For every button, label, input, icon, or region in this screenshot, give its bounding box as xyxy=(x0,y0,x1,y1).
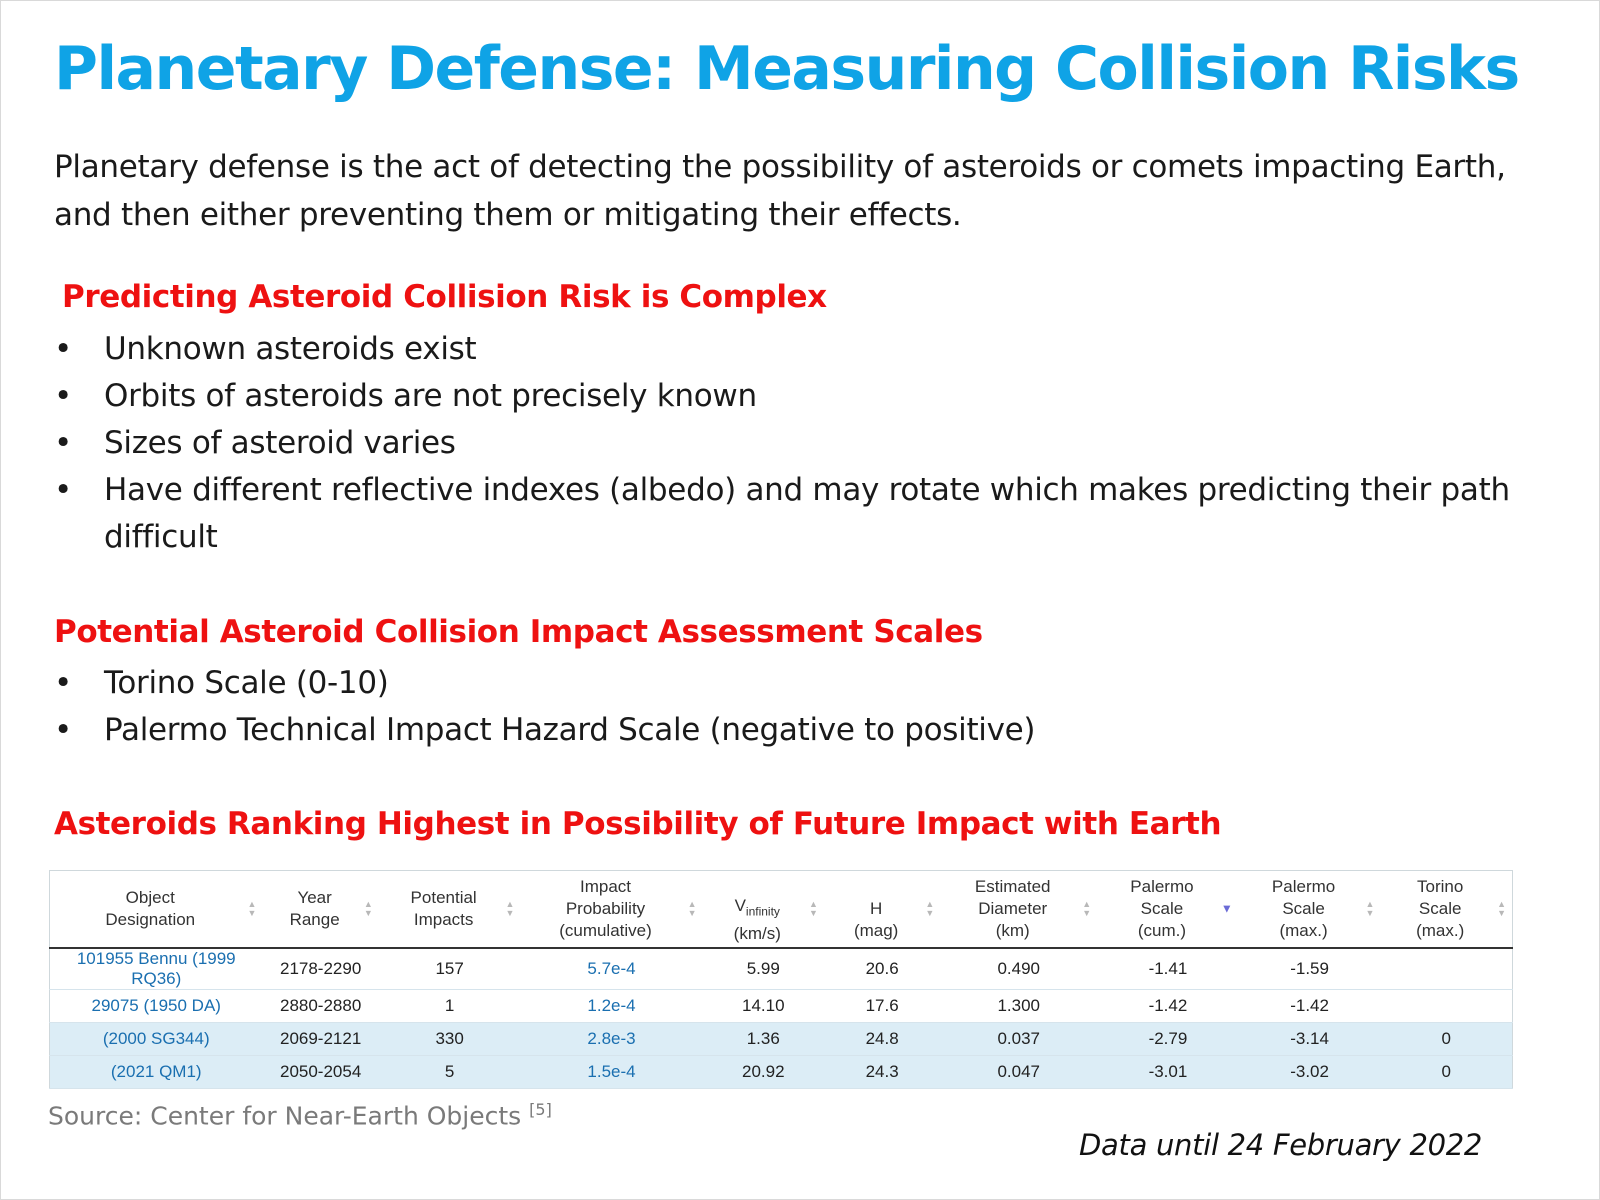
table-row: 101955 Bennu (1999 RQ36) 2178-2290 157 5… xyxy=(49,948,1513,990)
bullet-item: • Orbits of asteroids are not precisely k… xyxy=(54,373,1564,420)
asteroid-risk-table: Object Designation ▲ ▼ Year Range ▲ ▼ Potent… xyxy=(49,870,1513,1089)
bullet-dot-icon: • xyxy=(54,472,72,508)
table-cell xyxy=(1380,948,1513,990)
table-cell: 17.6 xyxy=(823,989,941,1023)
bullet-dot-icon: • xyxy=(54,425,72,461)
bullet-text: Palermo Technical Impact Hazard Scale (n… xyxy=(104,712,1036,748)
bullet-item: • Have different reflective indexes (albe… xyxy=(54,467,1564,561)
sort-descending-icon[interactable]: ▼ xyxy=(1220,901,1233,916)
table-row: 29075 (1950 DA) 2880-2880 1 1.2e-4 14.10… xyxy=(49,989,1513,1023)
bullet-item: • Sizes of asteroid varies xyxy=(54,420,1564,467)
bullet-item: • Palermo Technical Impact Hazard Scale (… xyxy=(54,707,1564,754)
table-cell: 157 xyxy=(378,948,521,990)
table-cell: 14.10 xyxy=(702,989,824,1023)
table-cell: 2069-2121 xyxy=(262,1022,379,1056)
table-cell: 0.490 xyxy=(940,948,1098,990)
table-cell: 1.36 xyxy=(702,1022,824,1056)
table-cell: -1.42 xyxy=(1238,989,1381,1023)
sort-arrows-icon[interactable]: ▲ ▼ xyxy=(809,899,818,918)
table-cell: 0 xyxy=(1380,1022,1513,1056)
bullet-dot-icon: • xyxy=(54,712,72,748)
bullet-dot-icon: • xyxy=(54,331,72,367)
impact-probability-link[interactable]: 1.5e-4 xyxy=(520,1055,703,1089)
column-header-estimated-diameter[interactable]: Estimated Diameter (km) ▲ ▼ xyxy=(940,870,1098,949)
bullet-text: Torino Scale (0-10) xyxy=(104,665,389,701)
intro-paragraph: Planetary defense is the act of detectin… xyxy=(54,149,1506,233)
object-designation-link[interactable]: (2000 SG344) xyxy=(49,1022,263,1056)
section-heading-ranking: Asteroids Ranking Highest in Possibility… xyxy=(54,806,1222,842)
table-cell: 0.037 xyxy=(940,1022,1098,1056)
source-text: Source: Center for Near-Earth Objects xyxy=(48,1101,522,1131)
object-designation-link[interactable]: (2021 QM1) xyxy=(49,1055,263,1089)
table-cell: 0.047 xyxy=(940,1055,1098,1089)
object-designation-link[interactable]: 101955 Bennu (1999 RQ36) xyxy=(49,948,263,990)
table-cell: -3.14 xyxy=(1238,1022,1381,1056)
impact-probability-link[interactable]: 1.2e-4 xyxy=(520,989,703,1023)
sort-arrows-icon[interactable]: ▲ ▼ xyxy=(925,899,935,918)
object-designation-link[interactable]: 29075 (1950 DA) xyxy=(49,989,263,1023)
table-cell: 24.3 xyxy=(823,1055,941,1089)
table-row: (2021 QM1) 2050-2054 5 1.5e-4 20.92 24.3… xyxy=(49,1055,1513,1089)
bullet-dot-icon: • xyxy=(54,665,72,701)
table-cell: 20.6 xyxy=(823,948,941,990)
table-cell: 0 xyxy=(1380,1055,1513,1089)
table-cell: 5 xyxy=(378,1055,521,1089)
sort-arrows-icon[interactable]: ▲ ▼ xyxy=(1497,899,1506,918)
column-header-palermo-cum[interactable]: Palermo Scale (cum.) ▼ xyxy=(1097,870,1239,949)
sort-arrows-icon[interactable]: ▲ ▼ xyxy=(1082,899,1092,918)
table-cell: 2880-2880 xyxy=(262,989,379,1023)
table-cell: 20.92 xyxy=(702,1055,824,1089)
complexity-bullet-list: • Unknown asteroids exist • Orbits of aste… xyxy=(54,326,1564,561)
column-header-h-mag[interactable]: H (mag) ▲ ▼ xyxy=(823,870,941,949)
bullet-text: Unknown asteroids exist xyxy=(104,331,477,367)
column-header-potential-impacts[interactable]: Potential Impacts ▲ ▼ xyxy=(378,870,521,949)
impact-probability-link[interactable]: 5.7e-4 xyxy=(520,948,703,990)
column-header-palermo-max[interactable]: Palermo Scale (max.) ▲ ▼ xyxy=(1238,870,1381,949)
column-header-year-range[interactable]: Year Range ▲ ▼ xyxy=(262,870,379,949)
bullet-item: • Unknown asteroids exist xyxy=(54,326,1564,373)
table-cell: 1 xyxy=(378,989,521,1023)
table-cell: -2.79 xyxy=(1097,1022,1239,1056)
source-reference[interactable]: [5] xyxy=(529,1100,552,1119)
sort-arrows-icon[interactable]: ▲ ▼ xyxy=(1365,899,1375,918)
impact-probability-link[interactable]: 2.8e-3 xyxy=(520,1022,703,1056)
table-cell xyxy=(1380,989,1513,1023)
sort-arrows-icon[interactable]: ▲ ▼ xyxy=(247,899,257,918)
slide-title: Planetary Defense: Measuring Collision R… xyxy=(54,34,1520,104)
table-cell: -1.41 xyxy=(1097,948,1239,990)
bullet-item: • Torino Scale (0-10) xyxy=(54,660,1564,707)
bullet-text: Have different reflective indexes (albed… xyxy=(104,472,1510,555)
table-cell: -3.01 xyxy=(1097,1055,1239,1089)
section-heading-scales: Potential Asteroid Collision Impact Asse… xyxy=(54,614,983,650)
column-header-torino-max[interactable]: Torino Scale (max.) ▲ ▼ xyxy=(1380,870,1513,949)
table-cell: 24.8 xyxy=(823,1022,941,1056)
bullet-text: Sizes of asteroid varies xyxy=(104,425,456,461)
section-heading-complexity: Predicting Asteroid Collision Risk is Co… xyxy=(62,279,827,315)
table-cell: 2050-2054 xyxy=(262,1055,379,1089)
table-cell: 5.99 xyxy=(702,948,824,990)
bullet-dot-icon: • xyxy=(54,378,72,414)
sort-arrows-icon[interactable]: ▲ ▼ xyxy=(505,899,515,918)
data-date-note: Data until 24 February 2022 xyxy=(1079,1128,1483,1162)
table-header-row: Object Designation ▲ ▼ Year Range ▲ ▼ Potent… xyxy=(49,870,1513,949)
table-cell: 2178-2290 xyxy=(262,948,379,990)
column-header-impact-probability[interactable]: Impact Probability (cumulative) ▲ ▼ xyxy=(520,870,703,949)
table-cell: -1.59 xyxy=(1238,948,1381,990)
table-row: (2000 SG344) 2069-2121 330 2.8e-3 1.36 2… xyxy=(49,1022,1513,1056)
sort-arrows-icon[interactable]: ▲ ▼ xyxy=(363,899,373,918)
source-citation: Source: Center for Near-Earth Objects [5… xyxy=(48,1100,552,1130)
bullet-text: Orbits of asteroids are not precisely kn… xyxy=(104,378,757,414)
table-cell: 1.300 xyxy=(940,989,1098,1023)
scales-bullet-list: • Torino Scale (0-10) • Palermo Technical … xyxy=(54,660,1564,754)
table-cell: 330 xyxy=(378,1022,521,1056)
table-cell: -3.02 xyxy=(1238,1055,1381,1089)
column-header-v-infinity[interactable]: Vinfinity (km/s) ▲ ▼ xyxy=(702,870,824,949)
table-cell: -1.42 xyxy=(1097,989,1239,1023)
sort-arrows-icon[interactable]: ▲ ▼ xyxy=(687,899,697,918)
column-header-object-designation[interactable]: Object Designation ▲ ▼ xyxy=(49,870,263,949)
